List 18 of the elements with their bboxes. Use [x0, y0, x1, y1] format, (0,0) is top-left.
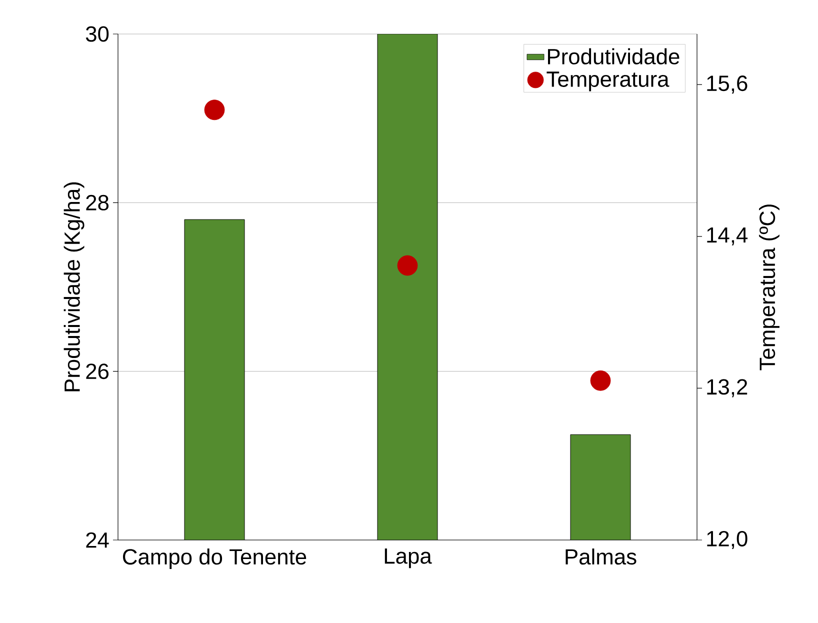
y-tick-label: 26: [86, 364, 109, 380]
y-axis-title: Produtividade (Kg/ha): [64, 182, 84, 392]
y-tick-label: 28: [86, 194, 109, 210]
x-tick-label: Campo do Tenente: [123, 548, 306, 569]
point: [397, 255, 418, 276]
y-tick-label: 30: [86, 26, 109, 42]
legend-label: Temperatura: [546, 72, 670, 92]
x-tick-label: Palmas: [566, 548, 636, 565]
legend-label: Produtividade: [548, 48, 680, 64]
y2-tick-label: 15,6: [707, 76, 748, 94]
y-tick-label: 24: [86, 532, 109, 548]
y2-tick-label: 13,2: [707, 379, 748, 398]
point: [590, 370, 611, 391]
y2-tick-label: 14,4: [707, 227, 748, 246]
y2-tick-label: 12,0: [707, 530, 748, 550]
y2-axis-title: Temperatura (ºC): [759, 204, 780, 370]
point: [204, 100, 225, 120]
x-tick-label: Lapa: [384, 548, 432, 568]
